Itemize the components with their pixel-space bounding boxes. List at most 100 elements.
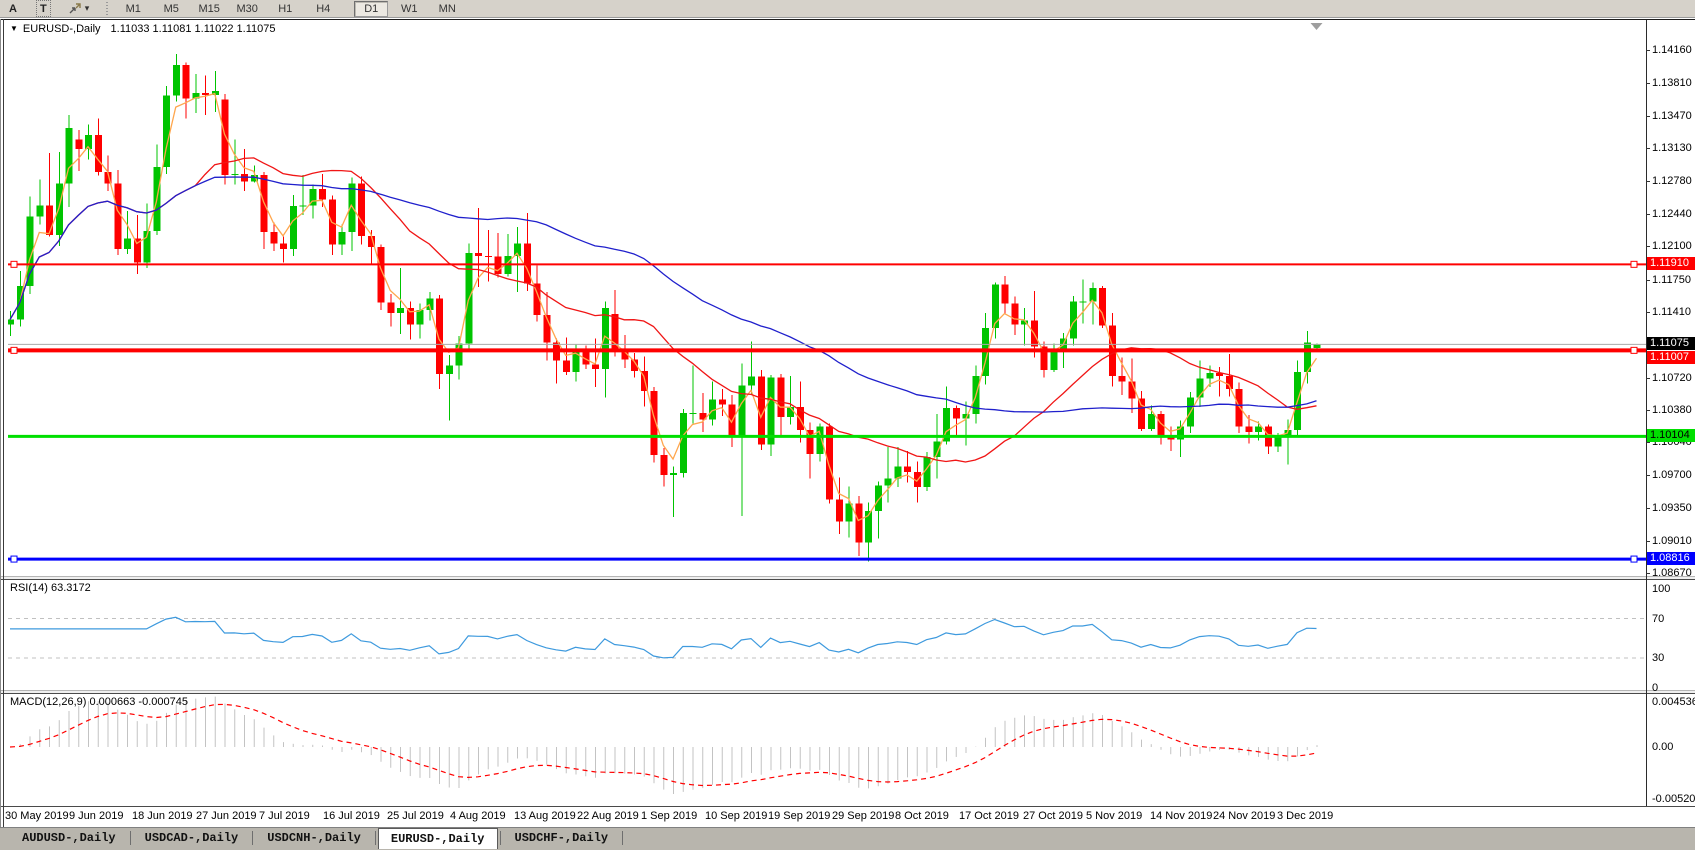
candle [358,183,365,236]
candle [904,466,911,473]
arrows-tool[interactable]: ▾ [61,1,97,16]
text-label-tool[interactable]: T [35,0,51,17]
candle [133,238,141,263]
candle [377,247,385,303]
candle [1089,288,1097,302]
price-tick-label: 1.13130 [1652,142,1692,154]
chevron-down-icon: ▾ [84,3,90,13]
rsi-axis-label: 0 [1652,682,1659,694]
last-bar-marker-icon [1310,23,1323,30]
candle [250,174,258,182]
timeframe-button-m30[interactable]: M30 [236,2,258,15]
candle [26,216,34,287]
candle [865,511,872,543]
collapse-chart-icon[interactable]: ▼ [10,24,18,33]
candle [943,408,950,442]
candle [348,183,356,232]
candle [1225,375,1233,390]
arrow-label-tool[interactable]: A [9,2,17,15]
candle [202,92,209,95]
candle [475,252,482,256]
candle [163,95,170,168]
candle [1157,413,1165,437]
candle [221,99,229,175]
hline-price-badge: 1.11007 [1647,351,1695,364]
hline-handle[interactable] [1630,346,1638,354]
candle [640,371,648,392]
timeframe-button-m1[interactable]: M1 [125,2,141,15]
candle [1021,320,1028,325]
candle [1099,288,1106,326]
chart-toolbar: A T ▾ M1 M5 M15 M30 H1 H4 D1 W1 MN [0,0,1695,17]
timeframe-button-m15[interactable]: M15 [198,2,220,15]
price-tick-label: 1.08670 [1652,567,1692,579]
date-axis-label: 7 Jul 2019 [259,810,310,822]
symbol-tab-audusd[interactable]: AUDUSD-,Daily [22,831,116,845]
price-tick-mark [1646,50,1650,51]
date-axis-label: 8 Oct 2019 [895,810,949,822]
panel-splitter-1b [0,577,1695,579]
candle [845,503,853,522]
rsi-label: RSI(14) 63.3172 [10,582,91,594]
candle [182,65,190,99]
timeframe-toolbar: M1 M5 M15 M30 H1 H4 D1 W1 MN [114,0,466,17]
timeframe-button-m5[interactable]: M5 [163,2,179,15]
price-tick-mark [1646,312,1650,313]
candle [562,360,570,372]
candle [1118,375,1126,382]
macd-panel-top-border [0,693,1695,694]
date-axis-label: 14 Nov 2019 [1150,810,1213,822]
candle [1313,343,1321,348]
candle [416,310,424,325]
hline-handle[interactable] [10,260,18,268]
candle [679,412,687,473]
price-tick-label: 1.13470 [1652,110,1692,122]
hline-handle[interactable] [1630,260,1638,268]
candle [933,441,941,457]
candle [884,478,892,486]
toolbar-bevel [0,17,1695,18]
candle [289,206,297,250]
candle [1011,303,1019,325]
panel-splitter-1[interactable] [0,576,1695,577]
symbol-tab-eurusd[interactable]: EURUSD-,Daily [377,828,498,849]
candle [1255,426,1262,432]
candle [1274,437,1282,447]
symbol-tab-usdcad[interactable]: USDCAD-,Daily [144,831,239,845]
candle [270,231,278,244]
timeframe-button-w1[interactable]: W1 [400,2,418,15]
symbol-tab-usdchf[interactable]: USDCHF-,Daily [514,831,609,845]
candle [855,503,863,543]
hline-handle[interactable] [10,555,18,563]
symbol-tab-usdcnh[interactable]: USDCNH-,Daily [267,831,361,845]
timeframe-button-h1[interactable]: H1 [278,2,293,15]
candle [718,399,726,405]
candle [192,92,200,99]
price-tick-mark [1646,378,1650,379]
price-tick-label: 1.10380 [1652,404,1692,416]
timeframe-button-mn[interactable]: MN [438,2,456,15]
price-tick-mark [1646,475,1650,476]
candle [835,499,843,522]
candle [533,283,541,315]
price-tick-mark [1646,410,1650,411]
tab-separator [252,831,254,845]
date-axis-label: 29 Sep 2019 [832,810,895,822]
panel-splitter-2[interactable] [0,690,1695,691]
candle [1206,372,1214,379]
candle [8,319,14,325]
timeframe-button-h4[interactable]: H4 [316,2,331,15]
hline-handle[interactable] [10,346,18,354]
candle [826,426,833,500]
rsi-panel-top-border [0,579,1695,580]
price-tick-label: 1.12440 [1652,208,1692,220]
hline-price-badge: 1.08816 [1647,552,1695,565]
candle [211,90,219,95]
candle [309,189,317,206]
candle [952,408,960,419]
toolbar-bevel-light [0,18,1695,19]
hline-handle[interactable] [1630,555,1638,563]
timeframe-button-d1[interactable]: D1 [354,0,389,17]
candle [1079,301,1087,303]
